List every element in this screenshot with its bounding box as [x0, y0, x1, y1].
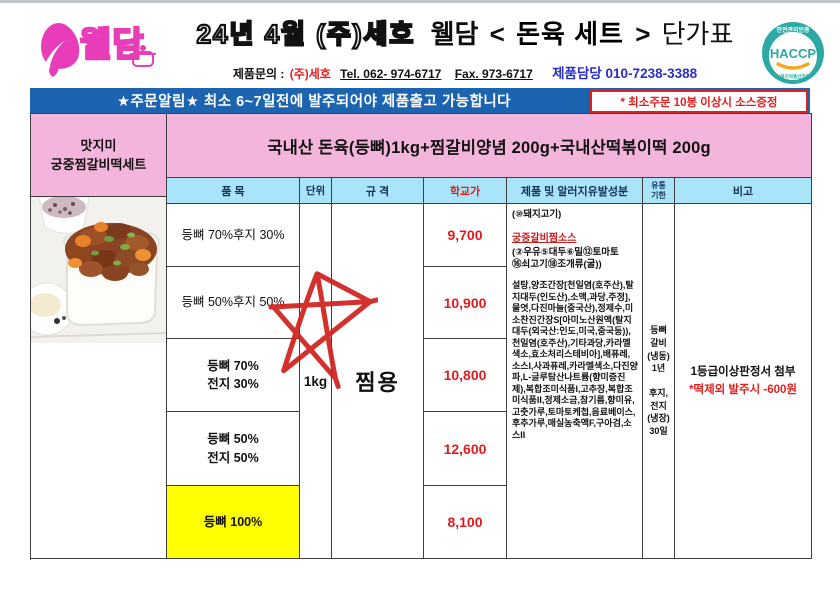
col-header-item: 품 목	[167, 178, 300, 204]
title-product: 돈육 세트	[516, 19, 624, 49]
order-notice-text: ★주문알림★ 최소 6~7일전에 발주되어야 제품출고 가능합니다	[116, 94, 512, 110]
contact-tel: Tel. 062- 974-6717	[340, 67, 442, 81]
haccp-bottom-text: 식품의약품안전처	[776, 73, 810, 80]
col-header-remarks: 비고	[675, 178, 812, 204]
contact-label: 제품문의 :	[232, 67, 285, 81]
logo-heart-icon	[49, 62, 59, 77]
col-header-ingredients: 제품 및 알러지유발성분	[507, 178, 643, 204]
unit-cell: 1kg	[300, 204, 332, 559]
title-brand: 웰담	[430, 19, 479, 49]
contact-fax: Fax. 973-6717	[454, 67, 533, 81]
item-row-5-highlighted: 등뼈 100%	[167, 486, 300, 559]
page-title: 24년 4월 (주)세호 웰담 < 돈육 세트 > 단가표	[160, 19, 770, 50]
title-angle-open: <	[489, 19, 505, 49]
col-header-spec: 규 격	[332, 178, 424, 204]
remark-grade-text: 1등급이상판정서 첨부	[690, 365, 796, 378]
food-photo	[31, 197, 166, 343]
remarks-cell: 1등급이상판정서 첨부 *떡제외 발주시 -600원	[675, 204, 812, 559]
col-header-unit: 단위	[300, 178, 332, 204]
scan-edge-line	[0, 0, 840, 3]
ingredients-cell: (⑩돼지고기) 궁중갈비찜소스 (②우유⑤대두⑥밀⑫토마토 ⑯쇠고기⑱조개류(굴…	[507, 204, 643, 559]
price-row-5: 8,100	[424, 486, 507, 559]
haccp-top-text: 안전관리인증	[776, 26, 810, 34]
item-row-3: 등뼈 70% 전지 30%	[167, 339, 300, 412]
sauce-allergens-text: (②우유⑤대두⑥밀⑫토마토 ⑯쇠고기⑱조개류(굴))	[512, 246, 619, 271]
contact-company: (주)세호	[289, 67, 331, 81]
item-row-1: 등뼈 70%후지 30%	[167, 204, 300, 267]
order-notice-banner: ★주문알림★ 최소 6~7일전에 발주되어야 제품출고 가능합니다 * 최소주문…	[30, 88, 810, 113]
price-row-4: 12,600	[424, 412, 507, 486]
set-composition-header: 국내산 돈육(등뼈)1kg+찜갈비양념 200g+국내산떡볶이떡 200g	[167, 114, 812, 178]
contact-line: 제품문의 : (주)세호 Tel. 062- 974-6717 Fax. 973…	[160, 62, 770, 82]
contact-manager-phone: 제품담당 010-7238-3388	[552, 66, 698, 81]
title-angle-close: >	[635, 19, 651, 49]
price-row-3: 10,800	[424, 339, 507, 412]
logo-brand-text: 웰담	[80, 26, 145, 64]
shelf-life-cell: 등뼈 갈비 (냉동) 1년 후지, 전지 (냉장) 30일	[643, 204, 675, 559]
minimum-order-promo-box: * 최소주문 10봉 이상시 소스증정	[590, 90, 808, 113]
ingredients-detail-text: 설탕,양조간장[천일염(호주산),탈지대두(인도산),소맥,과당,주정],물엿,…	[512, 280, 638, 440]
price-row-1: 9,700	[424, 204, 507, 267]
item-row-4: 등뼈 50% 전지 50%	[167, 412, 300, 486]
spec-cell: 찜용	[332, 204, 424, 559]
logo-leaf-icon	[41, 22, 80, 69]
col-header-shelf-life: 유통 기한	[643, 178, 675, 204]
title-decorated-part: 24년 4월 (주)세호	[195, 19, 416, 50]
title-suffix: 단가표	[661, 19, 734, 49]
meat-allergen-text: (⑩돼지고기)	[512, 209, 562, 220]
haccp-badge-icon: 안전관리인증 HACCP 식품의약품안전처	[762, 22, 824, 84]
sauce-title-text: 궁중갈비찜소스	[512, 233, 577, 245]
logo-pot-icon	[130, 45, 156, 67]
product-photo-cell	[31, 197, 167, 559]
item-row-2: 등뼈 50%후지 50%	[167, 267, 300, 339]
price-table: 맛지미 궁중찜갈비떡세트	[30, 113, 812, 560]
product-set-name-cell: 맛지미 궁중찜갈비떡세트	[31, 114, 167, 197]
haccp-main-text: HACCP	[770, 46, 817, 61]
price-row-2: 10,900	[424, 267, 507, 339]
welldam-logo: 웰담	[41, 22, 156, 77]
col-header-school-price: 학교가	[424, 178, 507, 204]
remark-discount-text: *떡제외 발주시 -600원	[689, 384, 797, 396]
